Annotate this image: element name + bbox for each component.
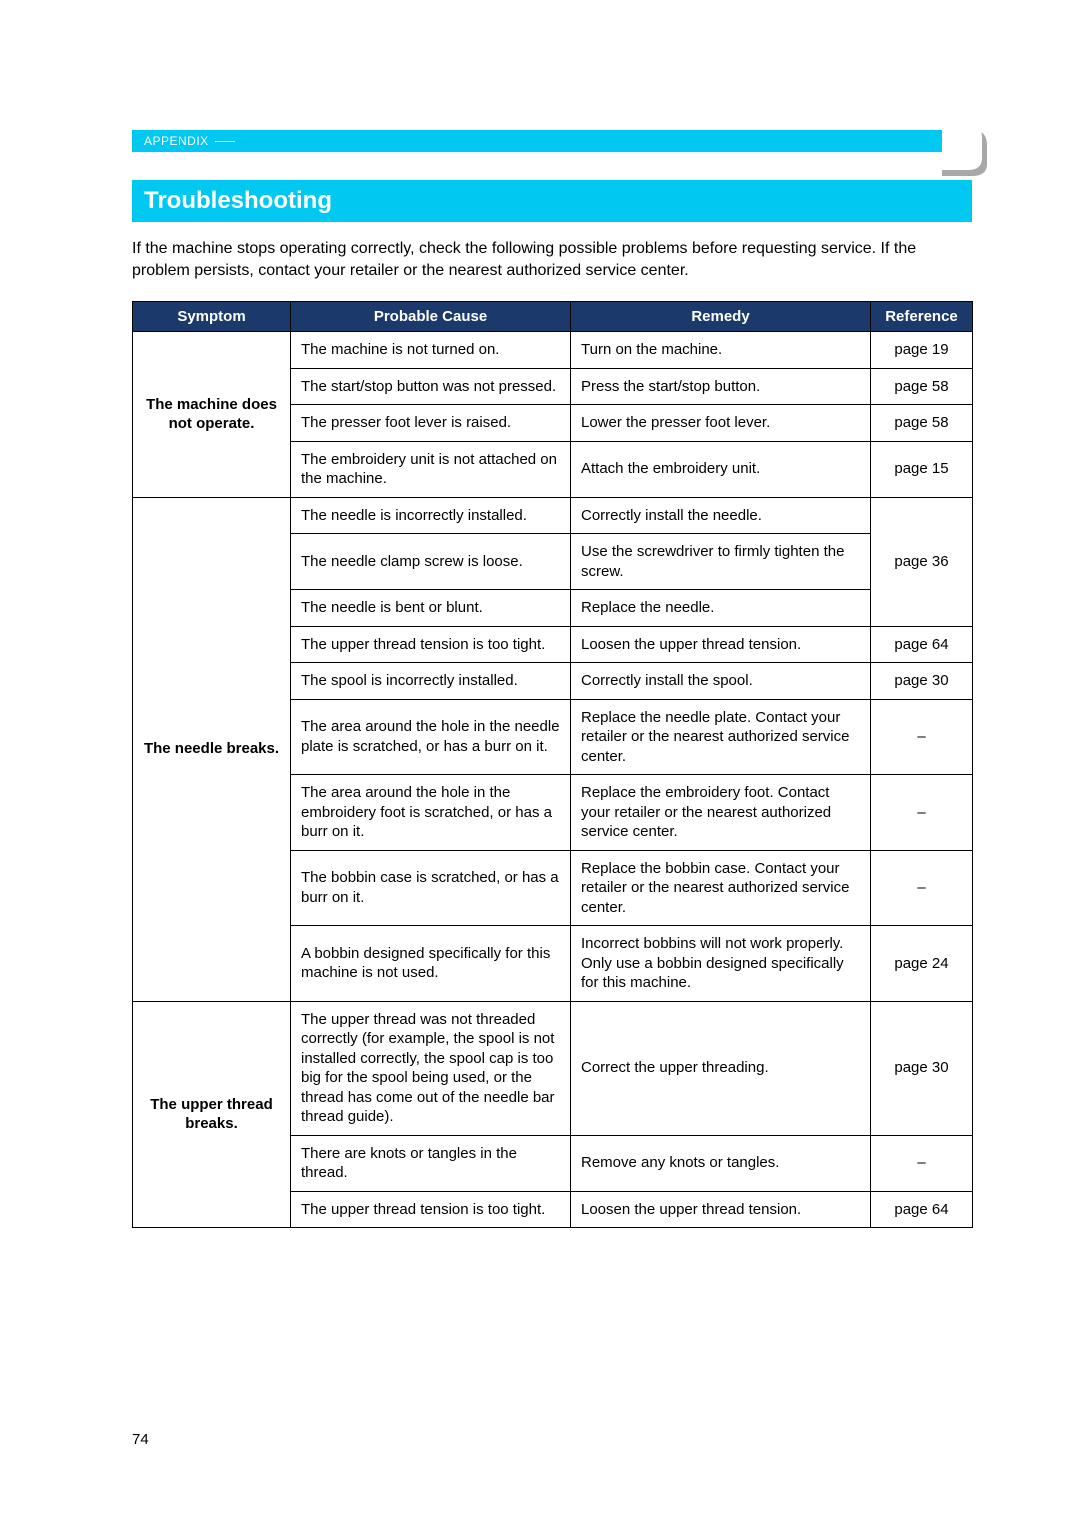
appendix-label: APPENDIX [144, 134, 209, 148]
remedy-cell: Lower the presser foot lever. [571, 405, 871, 442]
header-dash [215, 141, 235, 142]
reference-cell: page 64 [871, 626, 973, 663]
section-title-bar: Troubleshooting [132, 180, 972, 222]
reference-cell: page 15 [871, 441, 973, 497]
cause-cell: The machine is not turned on. [291, 332, 571, 369]
cause-cell: The needle is bent or blunt. [291, 590, 571, 627]
header-symptom: Symptom [133, 302, 291, 332]
section-title: Troubleshooting [144, 187, 332, 215]
table-row: The machine does not operate.The machine… [133, 332, 973, 369]
remedy-cell: Correctly install the spool. [571, 663, 871, 700]
table-row: The upper thread breaks.The upper thread… [133, 1001, 973, 1135]
symptom-cell: The needle breaks. [133, 497, 291, 1001]
cause-cell: The area around the hole in the needle p… [291, 699, 571, 775]
remedy-cell: Turn on the machine. [571, 332, 871, 369]
cause-cell: The upper thread was not threaded correc… [291, 1001, 571, 1135]
tab-indicator-icon [942, 124, 1002, 182]
reference-cell: – [871, 699, 973, 775]
remedy-cell: Use the screwdriver to firmly tighten th… [571, 534, 871, 590]
remedy-cell: Replace the needle plate. Contact your r… [571, 699, 871, 775]
cause-cell: The start/stop button was not pressed. [291, 368, 571, 405]
header-remedy: Remedy [571, 302, 871, 332]
reference-cell: page 24 [871, 926, 973, 1002]
reference-cell: page 58 [871, 405, 973, 442]
remedy-cell: Incorrect bobbins will not work properly… [571, 926, 871, 1002]
troubleshooting-table: Symptom Probable Cause Remedy Reference … [132, 301, 973, 1228]
remedy-cell: Replace the needle. [571, 590, 871, 627]
cause-cell: The spool is incorrectly installed. [291, 663, 571, 700]
reference-cell: page 30 [871, 1001, 973, 1135]
reference-cell: page 36 [871, 497, 973, 626]
symptom-cell: The upper thread breaks. [133, 1001, 291, 1228]
reference-cell: page 19 [871, 332, 973, 369]
intro-paragraph: If the machine stops operating correctly… [132, 238, 972, 281]
cause-cell: The needle clamp screw is loose. [291, 534, 571, 590]
remedy-cell: Loosen the upper thread tension. [571, 626, 871, 663]
header-reference: Reference [871, 302, 973, 332]
cause-cell: There are knots or tangles in the thread… [291, 1135, 571, 1191]
cause-cell: A bobbin designed specifically for this … [291, 926, 571, 1002]
table-row: The needle breaks.The needle is incorrec… [133, 497, 973, 534]
symptom-cell: The machine does not operate. [133, 332, 291, 498]
reference-cell: – [871, 1135, 973, 1191]
cause-cell: The needle is incorrectly installed. [291, 497, 571, 534]
appendix-header-bar: APPENDIX [132, 130, 972, 152]
cause-cell: The embroidery unit is not attached on t… [291, 441, 571, 497]
cause-cell: The area around the hole in the embroide… [291, 775, 571, 851]
cause-cell: The upper thread tension is too tight. [291, 626, 571, 663]
reference-cell: – [871, 775, 973, 851]
reference-cell: page 58 [871, 368, 973, 405]
remedy-cell: Replace the bobbin case. Contact your re… [571, 850, 871, 926]
table-header-row: Symptom Probable Cause Remedy Reference [133, 302, 973, 332]
reference-cell: – [871, 850, 973, 926]
remedy-cell: Correct the upper threading. [571, 1001, 871, 1135]
cause-cell: The presser foot lever is raised. [291, 405, 571, 442]
remedy-cell: Press the start/stop button. [571, 368, 871, 405]
cause-cell: The bobbin case is scratched, or has a b… [291, 850, 571, 926]
page-number: 74 [132, 1431, 149, 1448]
remedy-cell: Correctly install the needle. [571, 497, 871, 534]
remedy-cell: Attach the embroidery unit. [571, 441, 871, 497]
reference-cell: page 64 [871, 1191, 973, 1228]
remedy-cell: Remove any knots or tangles. [571, 1135, 871, 1191]
reference-cell: page 30 [871, 663, 973, 700]
header-cause: Probable Cause [291, 302, 571, 332]
remedy-cell: Loosen the upper thread tension. [571, 1191, 871, 1228]
cause-cell: The upper thread tension is too tight. [291, 1191, 571, 1228]
remedy-cell: Replace the embroidery foot. Contact you… [571, 775, 871, 851]
